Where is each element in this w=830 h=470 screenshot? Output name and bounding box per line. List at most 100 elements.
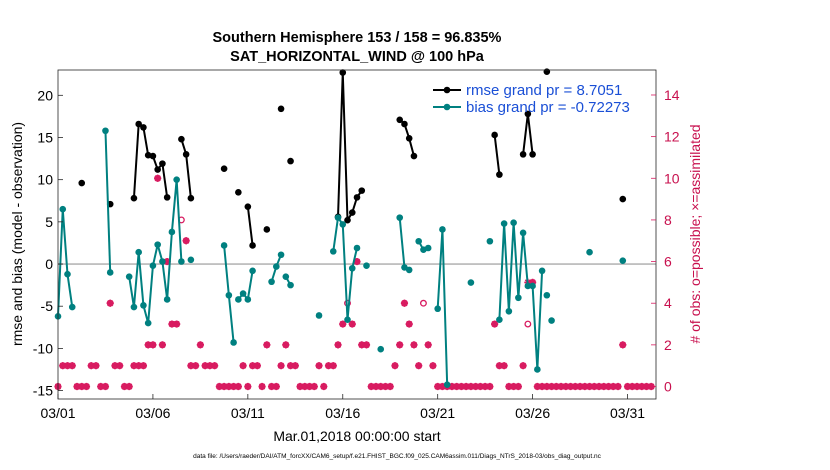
assimilated-obs-marker [396,341,404,349]
rmse-point [178,135,185,143]
assimilated-obs-marker [434,382,442,391]
bias-point [235,296,242,303]
possible-obs-marker [524,320,532,328]
assimilated-obs-marker [377,382,385,391]
rmse-point [187,194,195,202]
bias-point [149,262,157,270]
bias-point [515,294,522,302]
bias-line-segment [332,216,358,321]
bias-point [230,339,237,346]
assimilated-obs-marker [263,341,271,349]
assimilated-obs-marker [211,362,219,370]
assimilated-obs-marker [557,382,565,391]
assimilated-obs-marker [505,382,513,391]
assimilated-obs-marker [324,362,333,370]
assimilated-obs-marker [642,382,651,391]
assimilated-obs-marker [201,362,209,370]
bias-line-segment [498,221,544,371]
assimilated-obs-marker [566,382,575,391]
bias-point [64,270,71,278]
legend-bias-label: bias grand pr = -0.72273 [466,99,630,116]
bias-point [268,278,275,286]
bias-point [130,303,138,311]
rmse-point [263,226,271,233]
assimilated-obs-marker [234,382,242,391]
assimilated-obs-marker [510,382,518,391]
bias-point [273,263,280,270]
assimilated-obs-marker [348,320,356,328]
bias-point [239,290,247,297]
rmse-point [358,187,366,194]
assimilated-obs-marker [609,382,617,391]
bias-line-segment [104,130,112,273]
bias-point [348,264,356,272]
bias-line-segment [237,270,254,301]
plot-background [58,70,656,399]
assimilated-obs-marker [130,362,138,370]
rmse-point [496,171,503,178]
assimilated-obs-marker [552,382,560,391]
rmse-point [405,135,413,142]
bias-point [443,381,451,388]
assimilated-obs-marker [192,362,200,370]
y2-tick-label: 12 [664,129,680,145]
assimilated-obs-marker [196,341,204,349]
bias-point [538,267,546,275]
bias-point [315,312,323,319]
assimilated-obs-marker [438,382,447,391]
assimilated-obs-marker [168,320,176,328]
axes-layer: 03/01 03/06 03/11 03/16 03/21 03/26 03/31 -15 -1… [33,87,680,421]
assimilated-obs-marker [334,341,342,349]
assimilated-obs-marker [310,382,318,391]
assimilated-obs-marker [372,382,380,391]
legend-bias-marker [443,103,451,111]
assimilated-obs-marker [59,362,67,370]
bias-point [220,242,228,249]
y-axis-label: rmse and bias (model - observation) [9,122,25,346]
possible-obs-marker [419,299,427,307]
bias-point [424,244,432,252]
legend-rmse-marker [443,86,451,94]
y2-tick-label: 4 [664,295,672,311]
rmse-point [339,69,347,76]
x-tick-label: 03/11 [231,405,265,421]
bias-point [619,257,627,264]
assimilated-obs-marker [529,278,537,286]
assimilated-obs-marker [73,382,81,391]
x-tick-label: 03/01 [40,405,75,421]
bias-point [277,251,285,259]
assimilated-obs-marker [585,382,594,391]
rmse-point [235,189,242,196]
bias-point [154,241,161,248]
rmse-point [277,105,285,113]
rmse-point [130,194,138,202]
y2-tick-label: 2 [664,337,672,353]
rmse-point [344,216,351,224]
assimilated-obs-marker [519,362,527,370]
assimilated-obs-marker [230,382,238,391]
y2-tick-label: 8 [664,212,672,228]
assimilated-obs-marker [638,382,646,391]
bias-point [282,273,290,280]
bias-point [334,214,342,221]
rmse-point [163,194,171,201]
assimilated-obs-marker [253,362,261,370]
assimilated-obs-marker [291,362,299,370]
assimilated-obs-marker [358,341,366,349]
x-tick-label: 03/26 [515,405,550,421]
assimilated-obs-marker [149,341,157,349]
rmse-point [491,131,498,139]
y-tick-label: -5 [41,298,54,314]
bias-point [439,226,446,233]
assimilated-obs-marker [467,382,475,391]
bias-point [106,269,114,276]
assimilated-obs-marker [82,382,91,391]
chart-subtitle: SAT_HORIZONTAL_WIND @ 100 hPa [230,49,485,65]
bias-point [586,248,593,256]
assimilated-obs-marker [101,382,110,391]
assimilated-obs-marker [633,382,641,391]
data-file-note: data file: /Users/raeder/DAI/ATM_forcXX/… [193,453,602,460]
bias-point [344,316,351,324]
assimilated-obs-marker [239,362,247,370]
assimilated-obs-marker [106,299,114,307]
